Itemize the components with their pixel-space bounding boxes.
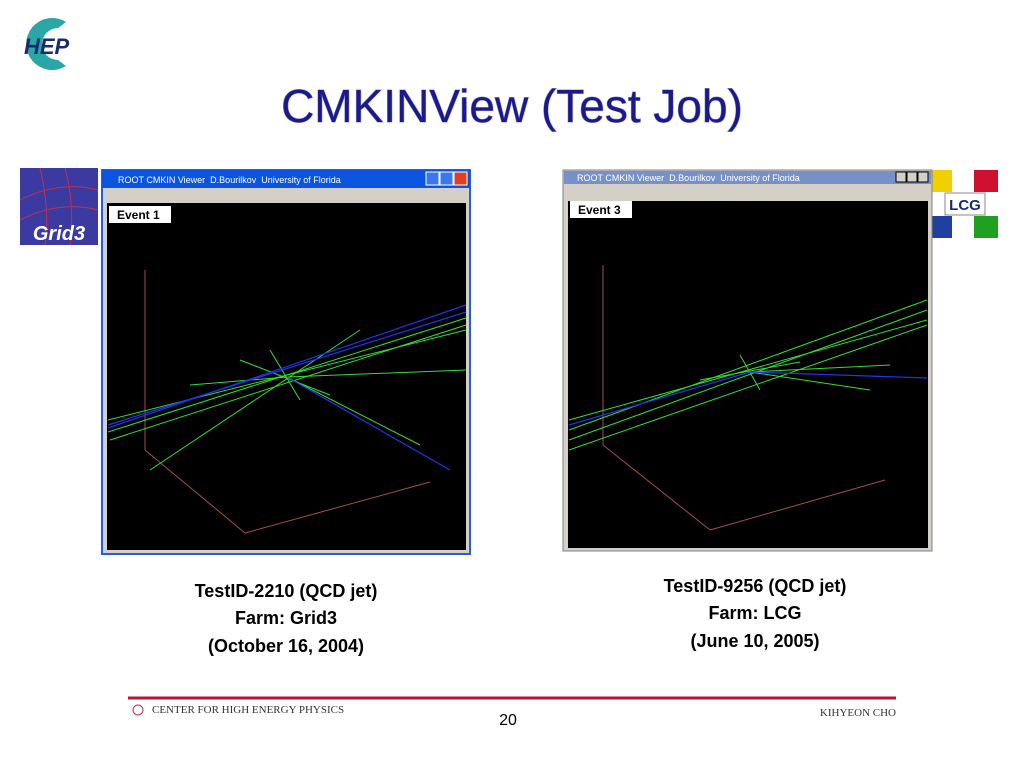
footer-right: KIHYEON CHO: [820, 707, 896, 719]
tracks-blue: [568, 371, 928, 426]
close-button[interactable]: [453, 171, 468, 186]
badge-square: [974, 170, 998, 192]
track: [269, 349, 301, 401]
event-label: Event 1: [117, 208, 160, 222]
axis: [602, 444, 711, 531]
track: [286, 376, 451, 471]
window-button[interactable]: [439, 171, 454, 186]
badge-square: [974, 216, 998, 238]
logo-text: HEP: [24, 34, 70, 59]
track: [568, 324, 928, 451]
track: [699, 361, 801, 381]
tracks-green: [568, 299, 928, 451]
viewer-window: ROOT CMKIN Viewer D.Bourilkov University…: [101, 169, 471, 555]
page-number: 20: [499, 712, 517, 729]
axis: [709, 479, 886, 531]
logo-arc: [26, 18, 66, 71]
title-bar: [102, 170, 470, 188]
window-button[interactable]: [425, 171, 440, 186]
window-button[interactable]: [895, 171, 907, 183]
event-label-box: [109, 206, 171, 223]
hep-logo: HEP: [24, 18, 70, 71]
caption-line: TestID-2210 (QCD jet): [195, 581, 378, 601]
badge-box: [944, 192, 986, 216]
close-button[interactable]: [917, 171, 929, 183]
footer-left: CENTER FOR HIGH ENERGY PHYSICS: [152, 704, 344, 716]
badge-text: LCG: [949, 197, 981, 214]
axis: [244, 481, 431, 534]
window-title: ROOT CMKIN Viewer D.Bourilkov University…: [118, 175, 341, 185]
grid3-logo: Grid3: [19, 167, 99, 246]
tracks-blue: [107, 304, 467, 471]
footer-emblem: [132, 704, 144, 716]
caption-line: (October 16, 2004): [208, 636, 364, 656]
event-canvas: [107, 203, 466, 550]
lcg-logo: LCG: [930, 170, 998, 238]
track: [568, 299, 928, 431]
track: [189, 376, 288, 386]
track: [286, 369, 467, 378]
caption-line: TestID-9256 (QCD jet): [664, 576, 847, 596]
event-label-box: [570, 201, 632, 218]
badge-square: [930, 170, 952, 192]
tracks-green: [107, 317, 467, 471]
track: [568, 371, 751, 426]
track: [568, 309, 928, 441]
window-title: ROOT CMKIN Viewer D.Bourilkov University…: [577, 173, 800, 183]
event-label: Event 3: [578, 203, 621, 217]
badge-grid: [19, 167, 99, 246]
badge-text: Grid3: [33, 223, 85, 245]
caption-line: Farm: Grid3: [235, 608, 337, 628]
track: [286, 376, 421, 446]
track: [107, 311, 467, 426]
track: [107, 304, 467, 429]
viewer-window: ROOT CMKIN Viewer D.Bourilkov University…: [562, 169, 933, 552]
track: [109, 324, 467, 441]
window-button[interactable]: [906, 171, 918, 183]
track: [749, 371, 871, 391]
track: [107, 329, 467, 421]
title-bar: [564, 171, 931, 184]
slide-title: CMKINView (Test Job): [281, 80, 743, 132]
caption-line: Farm: LCG: [708, 603, 801, 623]
badge-bg: [20, 168, 98, 245]
track: [749, 364, 891, 373]
track: [749, 371, 928, 379]
caption-line: (June 10, 2005): [690, 631, 819, 651]
badge-square: [930, 216, 952, 238]
axis: [144, 449, 246, 534]
